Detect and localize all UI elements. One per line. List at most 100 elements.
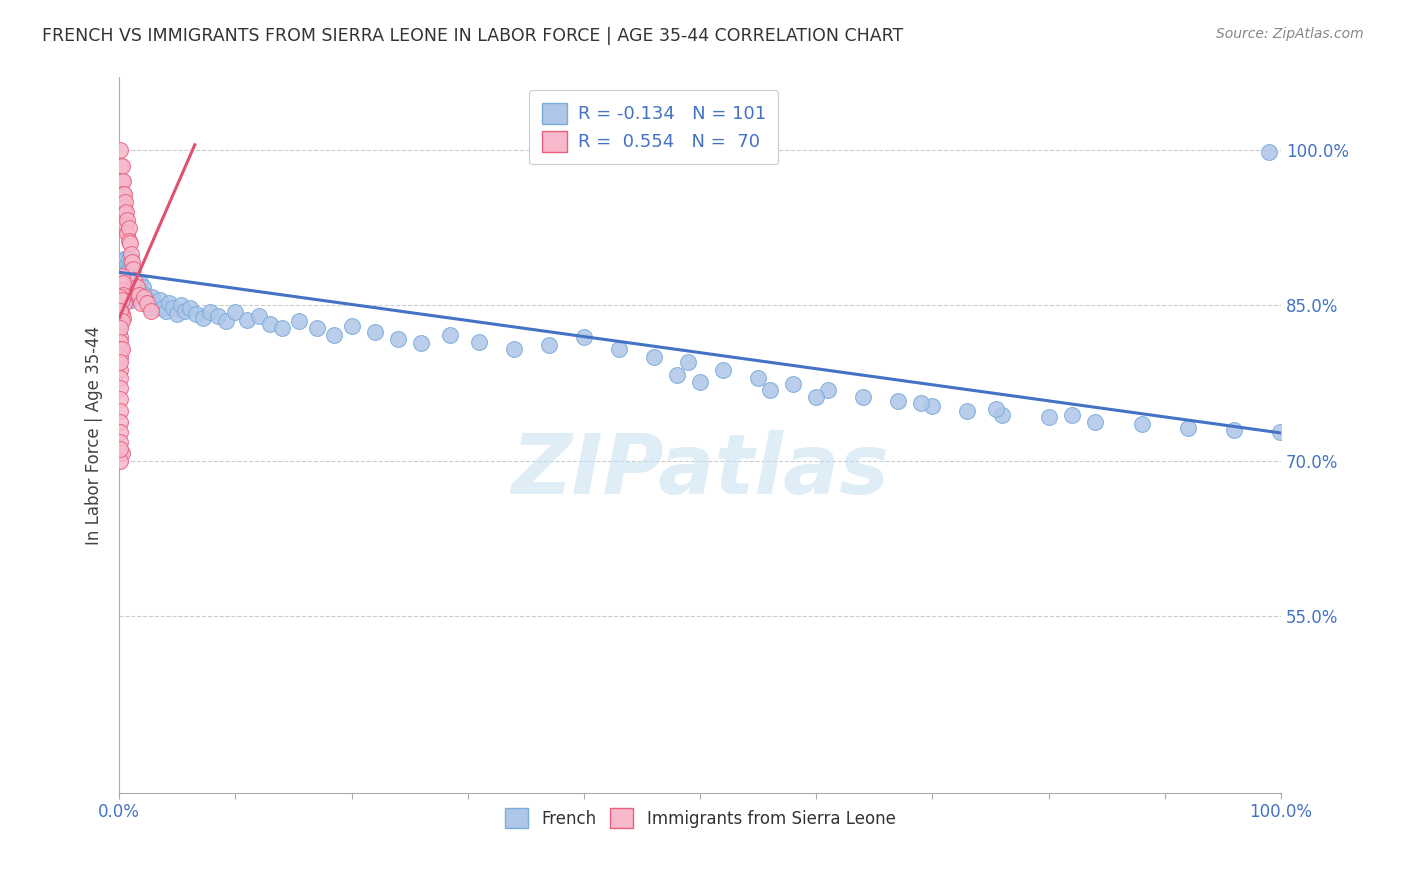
Point (114, 220, 136, 235)
Point (112, 296, 135, 310)
Point (139, 301, 162, 315)
Point (114, 194, 136, 209)
Point (956, 404, 979, 418)
Point (110, 321, 132, 335)
Point (689, 375, 711, 389)
Point (439, 327, 461, 342)
Point (152, 301, 174, 315)
Point (110, 371, 132, 385)
Point (157, 296, 180, 310)
Point (122, 262, 145, 277)
Point (111, 268, 134, 282)
Point (198, 304, 221, 318)
Point (747, 371, 769, 385)
Point (110, 317, 132, 331)
Point (236, 313, 259, 327)
Point (115, 218, 138, 232)
Point (110, 174, 132, 188)
Point (117, 262, 139, 277)
Point (110, 186, 132, 201)
Point (118, 272, 141, 286)
Point (711, 363, 734, 377)
Point (364, 326, 387, 340)
Point (110, 442, 132, 456)
Point (117, 213, 139, 227)
Point (1177, 421, 1199, 435)
Point (134, 288, 156, 302)
Text: FRENCH VS IMMIGRANTS FROM SIERRA LEONE IN LABOR FORCE | AGE 35-44 CORRELATION CH: FRENCH VS IMMIGRANTS FROM SIERRA LEONE I… (42, 27, 904, 45)
Point (117, 234, 139, 248)
Point (128, 280, 150, 294)
Point (114, 283, 136, 297)
Point (118, 257, 141, 271)
Point (110, 381, 132, 395)
Point (115, 293, 138, 308)
Point (129, 275, 152, 289)
Legend: French, Immigrants from Sierra Leone: French, Immigrants from Sierra Leone (498, 802, 903, 834)
Point (886, 393, 908, 408)
Point (111, 288, 134, 302)
Point (115, 272, 138, 286)
Point (145, 301, 167, 315)
Point (572, 329, 595, 343)
Point (110, 269, 132, 284)
Point (111, 200, 134, 214)
Point (665, 368, 688, 382)
Point (1060, 409, 1083, 423)
Point (305, 321, 328, 335)
Point (910, 396, 932, 410)
Point (111, 288, 134, 302)
Point (117, 257, 139, 271)
Point (110, 213, 132, 227)
Point (110, 303, 132, 318)
Point (120, 277, 142, 292)
Point (136, 296, 159, 310)
Point (110, 159, 132, 173)
Point (143, 298, 166, 312)
Point (112, 213, 135, 227)
Point (1268, 425, 1291, 439)
Point (110, 404, 132, 418)
Point (110, 200, 132, 214)
Point (921, 399, 943, 413)
Point (759, 384, 782, 398)
Point (141, 290, 163, 304)
Point (340, 319, 363, 334)
Point (817, 384, 839, 398)
Point (111, 310, 134, 325)
Point (118, 236, 141, 251)
Point (112, 186, 135, 201)
Point (110, 445, 132, 459)
Point (111, 216, 134, 230)
Point (852, 390, 875, 404)
Point (607, 342, 630, 356)
Point (127, 288, 149, 302)
Point (1258, 145, 1281, 159)
Point (806, 390, 828, 404)
Point (110, 392, 132, 406)
Point (115, 252, 138, 266)
Point (110, 355, 132, 369)
Point (115, 205, 138, 219)
Y-axis label: In Labor Force | Age 35-44: In Labor Force | Age 35-44 (86, 326, 103, 545)
Point (111, 174, 134, 188)
Point (110, 342, 132, 356)
Point (110, 425, 132, 439)
Point (643, 351, 665, 365)
Point (117, 220, 139, 235)
Point (114, 207, 136, 221)
Point (117, 288, 139, 302)
Point (110, 435, 132, 450)
Point (207, 309, 229, 323)
Point (162, 301, 184, 315)
Point (538, 338, 561, 352)
Point (136, 293, 159, 308)
Point (111, 276, 134, 290)
Point (117, 226, 139, 240)
Point (112, 200, 135, 214)
Point (121, 268, 143, 282)
Point (117, 272, 139, 286)
Point (111, 186, 134, 201)
Point (184, 307, 207, 321)
Point (155, 303, 177, 318)
